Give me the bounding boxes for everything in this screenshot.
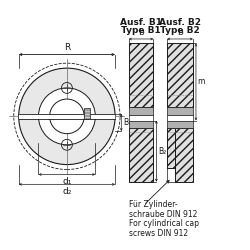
Text: m: m bbox=[198, 78, 205, 86]
Bar bbox=[84, 108, 90, 119]
Text: B₁: B₁ bbox=[123, 118, 132, 127]
Bar bbox=[129, 128, 154, 182]
Bar bbox=[129, 107, 154, 114]
Text: R: R bbox=[64, 42, 70, 51]
Text: b: b bbox=[177, 28, 183, 37]
Text: d₂: d₂ bbox=[62, 187, 72, 196]
Bar bbox=[19, 114, 115, 119]
Circle shape bbox=[50, 99, 84, 134]
Text: B₂: B₂ bbox=[158, 147, 166, 156]
Bar bbox=[167, 168, 175, 182]
Text: schraube DIN 912: schraube DIN 912 bbox=[129, 210, 197, 219]
Text: screws DIN 912: screws DIN 912 bbox=[129, 228, 188, 237]
Text: Ausf. B2: Ausf. B2 bbox=[159, 18, 201, 27]
Bar bbox=[129, 114, 154, 120]
Text: d₁: d₁ bbox=[62, 177, 72, 186]
Bar bbox=[167, 128, 175, 168]
Circle shape bbox=[38, 88, 95, 145]
Text: b: b bbox=[138, 28, 144, 37]
Text: For cylindrical cap: For cylindrical cap bbox=[129, 219, 199, 228]
Bar bbox=[129, 120, 154, 128]
Bar bbox=[175, 128, 193, 182]
Text: Für Zylinder-: Für Zylinder- bbox=[129, 200, 177, 209]
Circle shape bbox=[19, 68, 115, 164]
Bar bbox=[167, 107, 193, 114]
Bar bbox=[167, 114, 193, 120]
Text: Type B1: Type B1 bbox=[121, 26, 161, 35]
Bar bbox=[167, 44, 193, 107]
Bar bbox=[167, 120, 193, 128]
Bar bbox=[129, 44, 154, 107]
Text: Ausf. B1: Ausf. B1 bbox=[120, 18, 162, 27]
Text: Type B2: Type B2 bbox=[160, 26, 200, 35]
